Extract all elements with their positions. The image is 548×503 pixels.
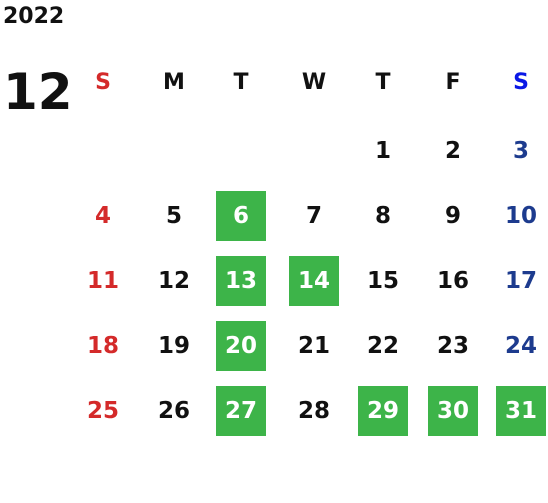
day: 11 [86, 268, 119, 294]
day: 7 [305, 203, 322, 229]
day: 22 [366, 333, 399, 359]
weekday-label: T [375, 69, 391, 95]
day: 25 [86, 398, 119, 424]
day: 26 [157, 398, 190, 424]
highlighted-day: 30 [428, 386, 478, 436]
weekday-label: S [513, 69, 529, 95]
weekday-label: W [301, 69, 327, 95]
weekday-label: S [95, 69, 111, 95]
day: 5 [165, 203, 182, 229]
day: 2 [444, 138, 461, 164]
day: 8 [374, 203, 391, 229]
day: 28 [297, 398, 330, 424]
day: 3 [512, 138, 529, 164]
day: 10 [504, 203, 537, 229]
highlighted-day: 14 [289, 256, 339, 306]
highlighted-day: 29 [358, 386, 408, 436]
day: 9 [444, 203, 461, 229]
day: 18 [86, 333, 119, 359]
day: 4 [94, 203, 111, 229]
year: 2022 [3, 4, 65, 29]
day: 19 [157, 333, 190, 359]
highlighted-day: 20 [216, 321, 266, 371]
highlighted-day: 31 [496, 386, 546, 436]
highlighted-day: 6 [216, 191, 266, 241]
day: 24 [504, 333, 537, 359]
day: 23 [436, 333, 469, 359]
highlighted-day: 13 [216, 256, 266, 306]
day: 17 [504, 268, 537, 294]
day: 16 [436, 268, 469, 294]
weekday-label: F [445, 69, 461, 95]
day: 12 [157, 268, 190, 294]
weekday-label: T [233, 69, 249, 95]
highlighted-day: 27 [216, 386, 266, 436]
day: 1 [374, 138, 391, 164]
day: 21 [297, 333, 330, 359]
day: 15 [366, 268, 399, 294]
month: 12 [3, 63, 73, 121]
weekday-label: M [163, 69, 185, 95]
